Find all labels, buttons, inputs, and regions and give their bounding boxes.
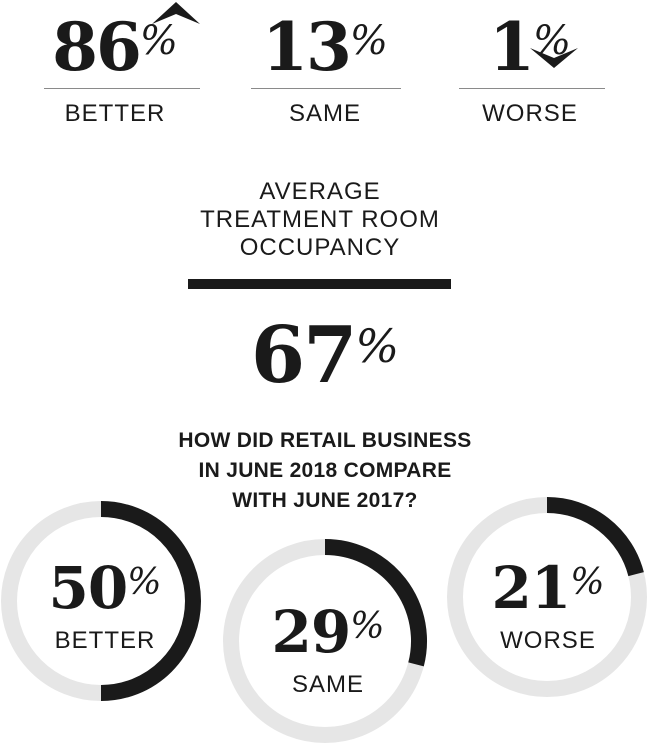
donut-value-unit: % xyxy=(350,606,385,647)
occupancy-title: AVERAGE TREATMENT ROOM OCCUPANCY xyxy=(150,178,490,262)
donut-same-text: 29% SAME xyxy=(238,592,418,699)
donut-value-unit: % xyxy=(127,562,162,603)
donut-value-number: 29 xyxy=(271,598,352,666)
stat-same-value: 13% xyxy=(262,8,388,86)
donut-arc-worse xyxy=(546,497,644,577)
donut-worse-label: WORSE xyxy=(500,627,596,654)
stat-better-label: BETTER xyxy=(64,100,166,127)
stat-same: 13% SAME xyxy=(245,0,405,127)
occupancy-value: 67% xyxy=(250,310,400,401)
question-line: WITH JUNE 2017? xyxy=(232,489,418,512)
occupancy-title-line: TREATMENT ROOM xyxy=(200,206,440,233)
donut-worse-text: 21% WORSE xyxy=(468,548,628,655)
donut-same-label: SAME xyxy=(291,671,364,698)
stat-same-label: SAME xyxy=(288,100,361,127)
donut-arc-better xyxy=(100,501,201,701)
stat-better: 86% BETTER xyxy=(30,0,200,127)
stat-worse-value: 1% xyxy=(489,8,571,86)
donut-better-label: BETTER xyxy=(54,627,156,654)
donut-worse-value: 21% xyxy=(468,548,628,623)
donut-value-number: 50 xyxy=(48,554,129,622)
donut-arc-same xyxy=(324,539,427,667)
donut-same-value: 29% xyxy=(238,592,418,667)
donut-value-unit: % xyxy=(570,562,605,603)
stat-better-value: 86% xyxy=(52,8,178,86)
stat-worse-rule xyxy=(459,88,605,89)
donut-better-text: 50% BETTER xyxy=(20,548,190,655)
donut-value-number: 21 xyxy=(491,554,572,622)
stat-better-rule xyxy=(44,88,200,89)
stat-worse-label: WORSE xyxy=(482,100,578,127)
occupancy-title-line: OCCUPANCY xyxy=(239,234,401,261)
occupancy-title-line: AVERAGE xyxy=(259,178,381,205)
down-arrow-icon xyxy=(530,48,578,68)
question-line: IN JUNE 2018 COMPARE xyxy=(198,459,452,482)
stat-worse: 1% WORSE xyxy=(455,0,605,127)
up-arrow-icon xyxy=(152,2,200,24)
donut-better-value: 50% xyxy=(20,548,190,623)
occupancy-divider-bar xyxy=(188,279,451,289)
retail-question: HOW DID RETAIL BUSINESS IN JUNE 2018 COM… xyxy=(120,426,530,516)
question-line: HOW DID RETAIL BUSINESS xyxy=(178,429,472,452)
stat-same-rule xyxy=(251,88,401,89)
